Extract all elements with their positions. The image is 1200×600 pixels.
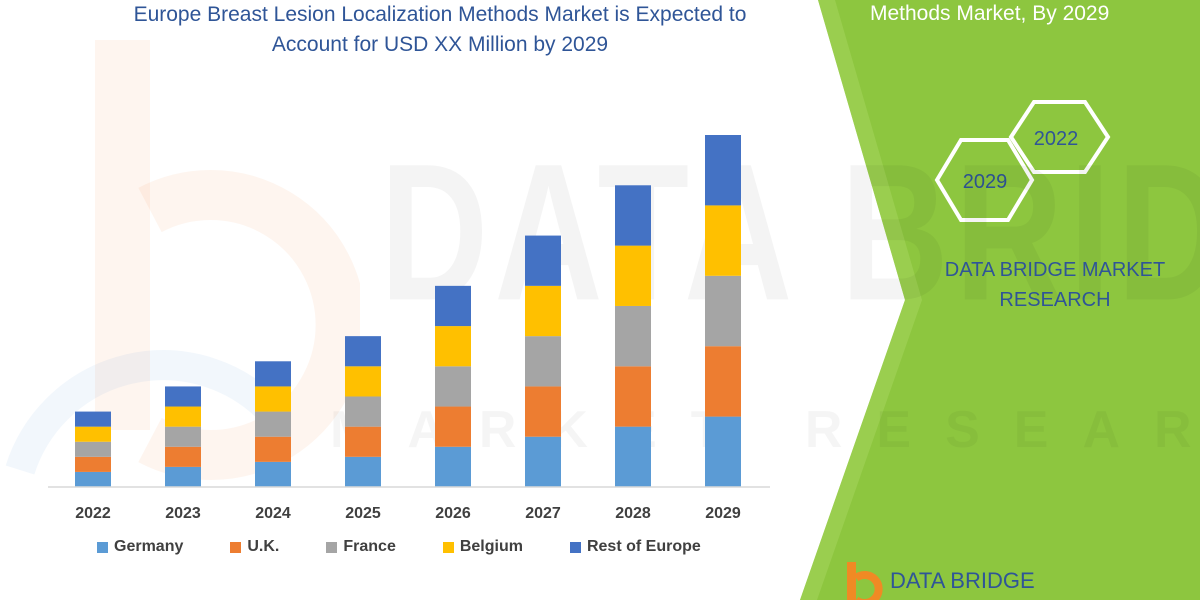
- bar-segment-2024-u-k: [255, 436, 291, 462]
- brand-name-line-2: RESEARCH: [999, 289, 1111, 311]
- bar-segment-2024-rest-of-europe: [255, 361, 291, 387]
- chart-title-line-1: Europe Breast Lesion Localization Method…: [133, 3, 747, 26]
- bar-segment-2023-france: [165, 426, 201, 447]
- bar-segment-2029-u-k: [705, 346, 741, 417]
- x-tick-label-2029: 2029: [705, 505, 741, 522]
- bar-segment-2022-belgium: [75, 426, 111, 442]
- bar-segment-2026-u-k: [435, 406, 471, 447]
- logo-text: DATA BRIDGE: [890, 568, 1035, 593]
- bar-segment-2028-germany: [615, 426, 651, 487]
- x-tick-label-2026: 2026: [435, 505, 471, 522]
- bar-segment-2028-u-k: [615, 366, 651, 427]
- legend-swatch-france: [326, 541, 338, 553]
- bar-segment-2027-u-k: [525, 386, 561, 437]
- bar-segment-2028-rest-of-europe: [615, 185, 651, 246]
- legend-swatch-belgium: [442, 541, 454, 553]
- bar-segment-2025-belgium: [345, 366, 381, 397]
- bar-segment-2027-france: [525, 336, 561, 387]
- bar-segment-2025-germany: [345, 456, 381, 487]
- chart-title: Europe Breast Lesion Localization Method…: [40, 0, 840, 60]
- hexagon-2029: 2029: [934, 138, 1035, 222]
- bar-segment-2024-belgium: [255, 386, 291, 412]
- bar-segment-2023-belgium: [165, 406, 201, 427]
- legend-item-france: France: [326, 538, 396, 556]
- bar-segment-2025-u-k: [345, 426, 381, 457]
- bar-segment-2022-rest-of-europe: [75, 411, 111, 427]
- bar-segment-2025-rest-of-europe: [345, 336, 381, 367]
- x-tick-label-2024: 2024: [255, 505, 291, 522]
- legend-label-germany: Germany: [114, 538, 184, 555]
- legend-label-u-k: U.K.: [247, 538, 280, 555]
- bar-segment-2023-germany: [165, 466, 201, 487]
- bar-segment-2029-france: [705, 275, 741, 347]
- x-tick-label-2028: 2028: [615, 505, 651, 522]
- bar-segment-2022-germany: [75, 471, 111, 487]
- bar-segment-2027-germany: [525, 436, 561, 487]
- legend-label-france: France: [343, 538, 396, 555]
- logo-icon: [847, 562, 883, 600]
- bar-segment-2022-france: [75, 441, 111, 457]
- bar-segment-2025-france: [345, 396, 381, 427]
- bar-segment-2026-belgium: [435, 326, 471, 367]
- legend-swatch-u-k: [230, 541, 242, 553]
- legend-item-u-k: U.K.: [230, 538, 279, 556]
- x-tick-label-2022: 2022: [75, 505, 111, 522]
- bar-segment-2024-france: [255, 411, 291, 437]
- bar-segment-2026-germany: [435, 446, 471, 487]
- bar-segment-2023-rest-of-europe: [165, 386, 201, 407]
- x-tick-label-2023: 2023: [165, 505, 201, 522]
- brand-name-line-1: DATA BRIDGE MARKET: [944, 259, 1166, 281]
- x-tick-label-2027: 2027: [525, 505, 561, 522]
- chart-title-line-2: Account for USD XX Million by 2029: [271, 33, 609, 56]
- bar-segment-2026-rest-of-europe: [435, 285, 471, 327]
- legend-label-rest-of-europe: Rest of Europe: [586, 538, 701, 555]
- bar-segment-2029-rest-of-europe: [705, 135, 741, 206]
- bar-segment-2024-germany: [255, 461, 291, 487]
- hexagon-2022: 2022: [1008, 100, 1111, 174]
- chart-legend: Germany U.K. France Belgium Rest of Europe: [97, 538, 748, 556]
- legend-swatch-rest-of-europe: [569, 541, 581, 553]
- legend-item-belgium: Belgium: [442, 538, 523, 556]
- stacked-bar-chart: 2022 2023 2024 2025 2026 2027 2028 2029: [48, 135, 770, 522]
- legend-label-belgium: Belgium: [459, 538, 523, 555]
- bar-segment-2028-belgium: [615, 245, 651, 306]
- legend-item-rest-of-europe: Rest of Europe: [569, 538, 701, 556]
- panel-heading: Methods Market, By 2029: [870, 2, 1110, 25]
- bar-segment-2029-germany: [705, 416, 741, 487]
- bar-segment-2027-belgium: [525, 285, 561, 337]
- bar-segment-2022-u-k: [75, 456, 111, 472]
- bar-segment-2026-france: [435, 366, 471, 407]
- hexagon-2029-label: 2029: [963, 171, 1008, 193]
- bar-segment-2029-belgium: [705, 205, 741, 276]
- bar-segment-2023-u-k: [165, 446, 201, 467]
- bar-segment-2027-rest-of-europe: [525, 235, 561, 286]
- brand-name: DATA BRIDGE MARKET RESEARCH: [915, 255, 1195, 315]
- legend-item-germany: Germany: [97, 538, 183, 556]
- hexagon-2022-label: 2022: [1034, 128, 1079, 150]
- legend-swatch-germany: [97, 541, 108, 553]
- green-panel-edge: [800, 0, 922, 600]
- bar-segment-2028-france: [615, 305, 651, 367]
- x-tick-label-2025: 2025: [345, 505, 381, 522]
- x-axis-ticks: 2022 2023 2024 2025 2026 2027 2028 2029: [75, 505, 741, 522]
- chart-bars: [75, 135, 741, 487]
